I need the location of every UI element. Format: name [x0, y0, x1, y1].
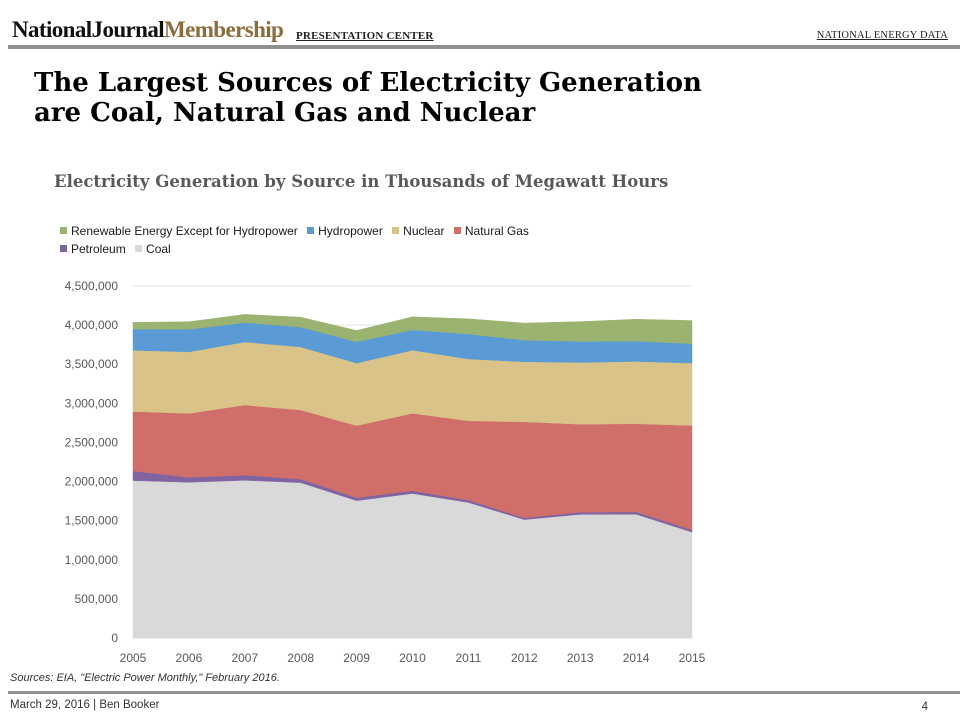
legend-swatch-nuclear	[392, 227, 400, 234]
slide-header: NationalJournalMembership PRESENTATION C…	[0, 0, 960, 50]
y-tick-label: 2,000,000	[65, 475, 119, 489]
legend-label-renewable: Renewable Energy Except for Hydropower	[71, 224, 298, 238]
y-axis-ticks: 0 500,000 1,000,000 1,500,000 2,000,000 2,500…	[65, 279, 119, 645]
presentation-center-label: PRESENTATION CENTER	[296, 30, 434, 42]
y-tick-label: 2,500,000	[65, 435, 119, 449]
y-tick-label: 3,000,000	[65, 396, 119, 410]
legend-label-hydropower: Hydropower	[318, 224, 383, 238]
chart-title: Electricity Generation by Source in Thou…	[54, 172, 669, 191]
y-tick-label: 1,500,000	[65, 514, 119, 528]
slide-title-line-2: are Coal, Natural Gas and Nuclear	[34, 98, 536, 128]
legend-swatch-natural-gas	[453, 227, 461, 234]
legend-swatch-hydropower	[307, 227, 315, 234]
area-series	[132, 314, 693, 639]
x-tick-label: 2006	[176, 651, 203, 665]
legend-swatch-coal	[135, 245, 143, 252]
national-journal-logo: NationalJournalMembership	[12, 17, 284, 43]
legend-swatch-renewable	[60, 227, 67, 234]
y-tick-label: 4,500,000	[65, 279, 119, 293]
legend-label-petroleum: Petroleum	[71, 242, 126, 256]
x-tick-label: 2005	[120, 651, 147, 665]
section-label: NATIONAL ENERGY DATA	[816, 30, 948, 41]
footer-date: March 29, 2016	[10, 699, 90, 711]
footer-divider	[8, 691, 960, 694]
stacked-area-chart: 0 500,000 1,000,000 1,500,000 2,000,000 2,500…	[65, 279, 706, 665]
legend-row: Renewable Energy Except for Hydropower H…	[60, 222, 660, 240]
x-tick-label: 2010	[399, 651, 426, 665]
x-tick-label: 2008	[287, 651, 314, 665]
y-tick-label: 500,000	[75, 592, 119, 606]
legend-swatch-petroleum	[60, 245, 67, 252]
x-tick-label: 2009	[343, 651, 370, 665]
source-note: Sources: EIA, "Electric Power Monthly," …	[10, 672, 280, 684]
area-renewable-energy-except-for-hydropower	[132, 314, 693, 344]
slide-title: The Largest Sources of Electricity Gener…	[34, 68, 834, 128]
y-tick-label: 1,000,000	[65, 553, 119, 567]
x-tick-label: 2014	[623, 651, 650, 665]
x-tick-label: 2013	[567, 651, 594, 665]
y-tick-label: 3,500,000	[65, 357, 119, 371]
legend-item-natural-gas: Natural Gas	[453, 222, 529, 240]
slide-title-line-1: The Largest Sources of Electricity Gener…	[34, 68, 702, 98]
x-tick-label: 2015	[679, 651, 706, 665]
y-tick-label: 4,000,000	[65, 318, 119, 332]
legend-item-coal: Coal	[135, 240, 171, 258]
legend-label-coal: Coal	[146, 242, 171, 256]
x-tick-label: 2011	[455, 651, 481, 665]
header-divider	[8, 45, 960, 49]
x-tick-label: 2012	[511, 651, 538, 665]
x-tick-label: 2007	[231, 651, 258, 665]
legend-label-nuclear: Nuclear	[403, 224, 445, 238]
legend-item-petroleum: Petroleum	[60, 240, 126, 258]
logo-text-accent: Membership	[164, 17, 284, 42]
logo-text-main: NationalJournal	[12, 17, 165, 42]
legend-label-natural-gas: Natural Gas	[464, 224, 529, 238]
legend-item-nuclear: Nuclear	[392, 222, 445, 240]
legend-item-renewable: Renewable Energy Except for Hydropower	[60, 222, 298, 240]
y-tick-label: 0	[111, 631, 118, 645]
footer: March 29, 2016 | Ben Booker	[10, 699, 159, 711]
page-number: 4	[921, 701, 928, 713]
x-axis-ticks: 2005 2006 2007 2008 2009 2010 2011 2012 2013 2014…	[120, 651, 706, 665]
chart-legend: Renewable Energy Except for Hydropower H…	[60, 222, 660, 258]
legend-row: Petroleum Coal	[60, 240, 660, 258]
footer-author: Ben Booker	[99, 699, 160, 711]
footer-separator: |	[93, 699, 97, 711]
legend-item-hydropower: Hydropower	[307, 222, 383, 240]
